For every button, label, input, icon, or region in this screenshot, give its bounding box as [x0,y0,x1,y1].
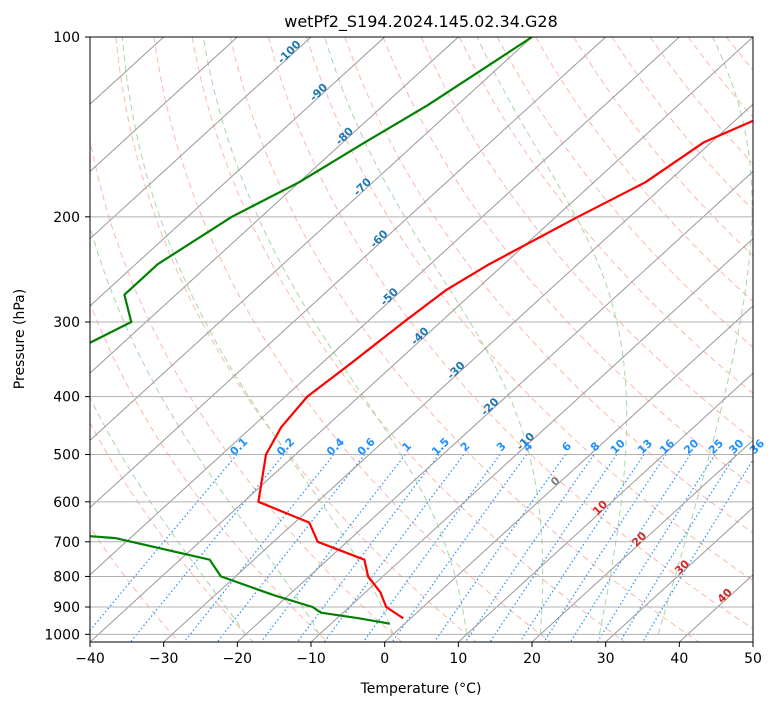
moist-adiabat [657,37,753,635]
isotherm-line [90,37,238,173]
moist-adiabat [90,396,247,635]
dry-adiabat [765,37,775,642]
x-tick-label: 0 [380,651,389,667]
x-tick-label: −10 [296,651,326,667]
plot-frame [89,36,754,643]
y-tick-label: 900 [53,600,80,616]
y-tick-label: 200 [53,210,80,226]
mixing-ratio-line [183,454,335,642]
y-tick-label: 700 [53,535,80,551]
dry-adiabat [90,526,180,642]
y-tick-label: 100 [53,30,80,46]
dry-adiabat [90,421,254,642]
dry-adiabat [115,37,477,642]
isotherm-line [752,641,753,642]
dry-adiabat [496,37,753,348]
isotherm-line [90,37,312,240]
mixing-ratio-line [391,454,528,642]
dry-adiabat [268,37,753,630]
isotherm-line [90,37,386,307]
temperature-profile-line [257,119,753,620]
mixing-ratio-line [619,454,737,642]
y-tick-label: 1000 [44,627,80,643]
dry-adiabat [229,37,700,642]
x-tick-label: 40 [670,651,688,667]
mixing-ratio-line [130,454,285,642]
mixing-ratio-line [362,454,501,642]
axis-ticks: −40 −30 −20 −10 0 10 20 30 40 50 100 200 300 400 500 60… [44,30,762,667]
x-tick-label: 20 [523,651,541,667]
data-series [90,37,753,625]
dry-adiabat [306,37,753,582]
isotherm-line [90,37,753,642]
dry-adiabat [90,302,328,642]
mixing-ratio-line [642,458,753,642]
x-tick-label: −20 [223,651,253,667]
y-tick-label: 600 [53,495,80,511]
y-tick-label: 400 [53,390,80,406]
mixing-ratio-line [216,454,366,642]
isotherm-line [531,439,753,642]
dry-adiabat [535,37,753,303]
isotherm-line [90,37,533,442]
isotherm-line [384,305,753,642]
dry-adiabat [420,37,753,441]
isotherm-line [236,170,753,642]
dry-adiabat [344,37,753,534]
x-axis-label: Temperature (°C) [360,681,482,697]
background-lines [90,37,775,642]
x-tick-label: −30 [149,651,179,667]
isotherm-line [605,506,753,642]
dry-adiabat [382,37,753,487]
isotherm-line [90,37,607,509]
y-tick-label: 300 [53,315,80,331]
x-tick-label: 10 [449,651,467,667]
x-tick-label: −40 [75,651,105,667]
y-tick-label: 800 [53,569,80,585]
x-tick-label: 30 [597,651,615,667]
y-tick-label: 500 [53,448,80,464]
mixing-ratio-line [297,454,440,642]
mixing-ratio-line [433,454,566,642]
chart-title: wetPf2_S194.2024.145.02.34.G28 [284,12,558,32]
dewpoint-profile-line [90,37,533,625]
x-tick-label: 50 [744,651,762,667]
mixing-ratio-line [323,454,465,642]
dry-adiabat [153,37,551,642]
mixing-ratio-line [519,454,645,642]
dry-adiabat [191,37,625,642]
isotherm-line [90,37,459,374]
isotherm-line [457,372,753,642]
moist-adiabat [121,37,394,635]
moist-adiabat [324,37,544,635]
y-axis-label: Pressure (hPa) [12,289,28,389]
moist-adiabat [476,37,628,635]
mixing-ratio-line [543,454,667,642]
isotherm-line [310,237,753,642]
